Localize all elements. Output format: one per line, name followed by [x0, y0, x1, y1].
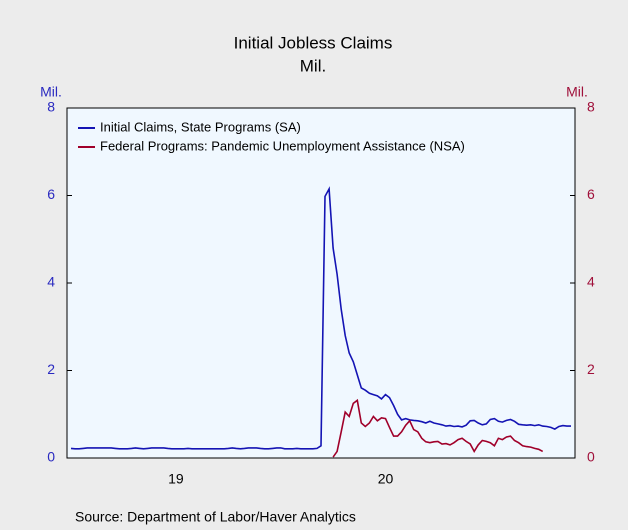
y-tick-label: 0	[47, 449, 55, 465]
x-tick-label: 19	[168, 471, 184, 487]
y2-axis-label: Mil.	[566, 84, 588, 100]
y-tick-label: 4	[47, 274, 55, 290]
series-line	[70, 186, 571, 450]
source-note: Source: Department of Labor/Haver Analyt…	[75, 509, 356, 525]
y2-tick-label: 2	[587, 361, 595, 377]
y-tick-label: 8	[47, 99, 55, 115]
y2-tick-label: 8	[587, 99, 595, 115]
y-tick-label: 6	[47, 186, 55, 202]
series-line	[332, 398, 544, 458]
chart-subtitle: Mil.	[300, 56, 326, 75]
y2-tick-label: 0	[587, 449, 595, 465]
legend-label: Federal Programs: Pandemic Unemployment …	[100, 138, 465, 153]
y-tick-label: 2	[47, 361, 55, 377]
chart-title: Initial Jobless Claims	[234, 33, 393, 52]
x-tick-label: 20	[378, 471, 394, 487]
legend-label: Initial Claims, State Programs (SA)	[100, 119, 301, 134]
y-axis-label: Mil.	[40, 84, 62, 100]
y2-tick-label: 4	[587, 274, 595, 290]
y2-tick-label: 6	[587, 186, 595, 202]
